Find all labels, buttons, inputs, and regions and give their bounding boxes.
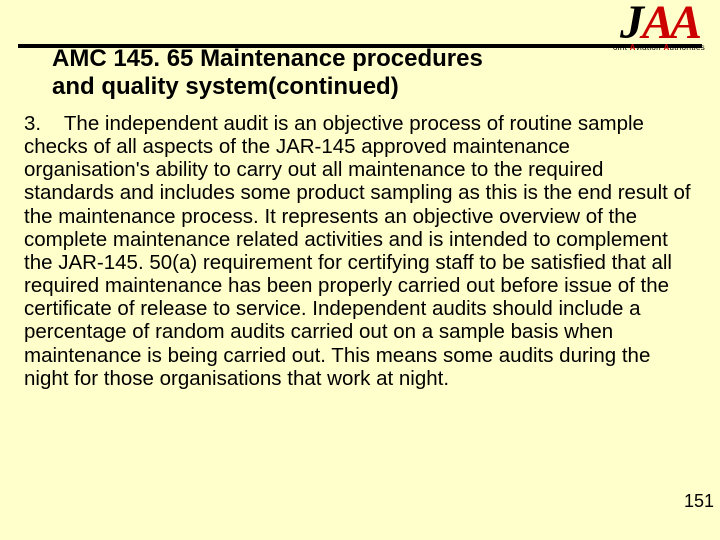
slide-title: AMC 145. 65 Maintenance procedures and q…	[52, 45, 532, 100]
jaa-logo: JAA oint Aviation Authorities	[613, 4, 705, 52]
header: JAA oint Aviation Authorities AMC 145. 6…	[0, 0, 720, 48]
paragraph-number: 3.	[24, 112, 41, 135]
tagline-part: uthorities	[670, 43, 705, 52]
logo-tagline: oint Aviation Authorities	[613, 43, 705, 52]
body-paragraph: 3. The independent audit is an objective…	[24, 112, 696, 390]
tagline-part: oint	[613, 43, 630, 52]
logo-letters: JAA	[613, 4, 705, 43]
body-text: The independent audit is an objective pr…	[24, 112, 691, 390]
page-number: 151	[684, 491, 714, 512]
slide-title-block: AMC 145. 65 Maintenance procedures and q…	[52, 45, 532, 100]
body-content: 3. The independent audit is an objective…	[24, 112, 696, 390]
logo-aa-letters: AA	[642, 4, 698, 42]
logo-j-letter: J	[620, 4, 642, 42]
tagline-part: viation	[636, 43, 664, 52]
